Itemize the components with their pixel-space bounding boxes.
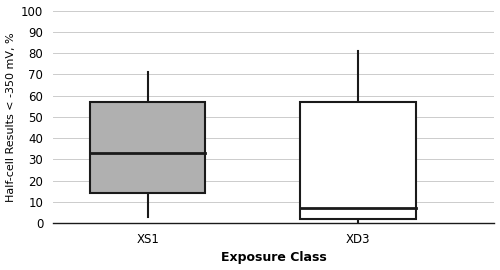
Bar [300, 102, 416, 219]
X-axis label: Exposure Class: Exposure Class [221, 251, 326, 264]
Y-axis label: Half-cell Results < -350 mV, %: Half-cell Results < -350 mV, % [6, 32, 16, 202]
Bar [90, 102, 206, 193]
